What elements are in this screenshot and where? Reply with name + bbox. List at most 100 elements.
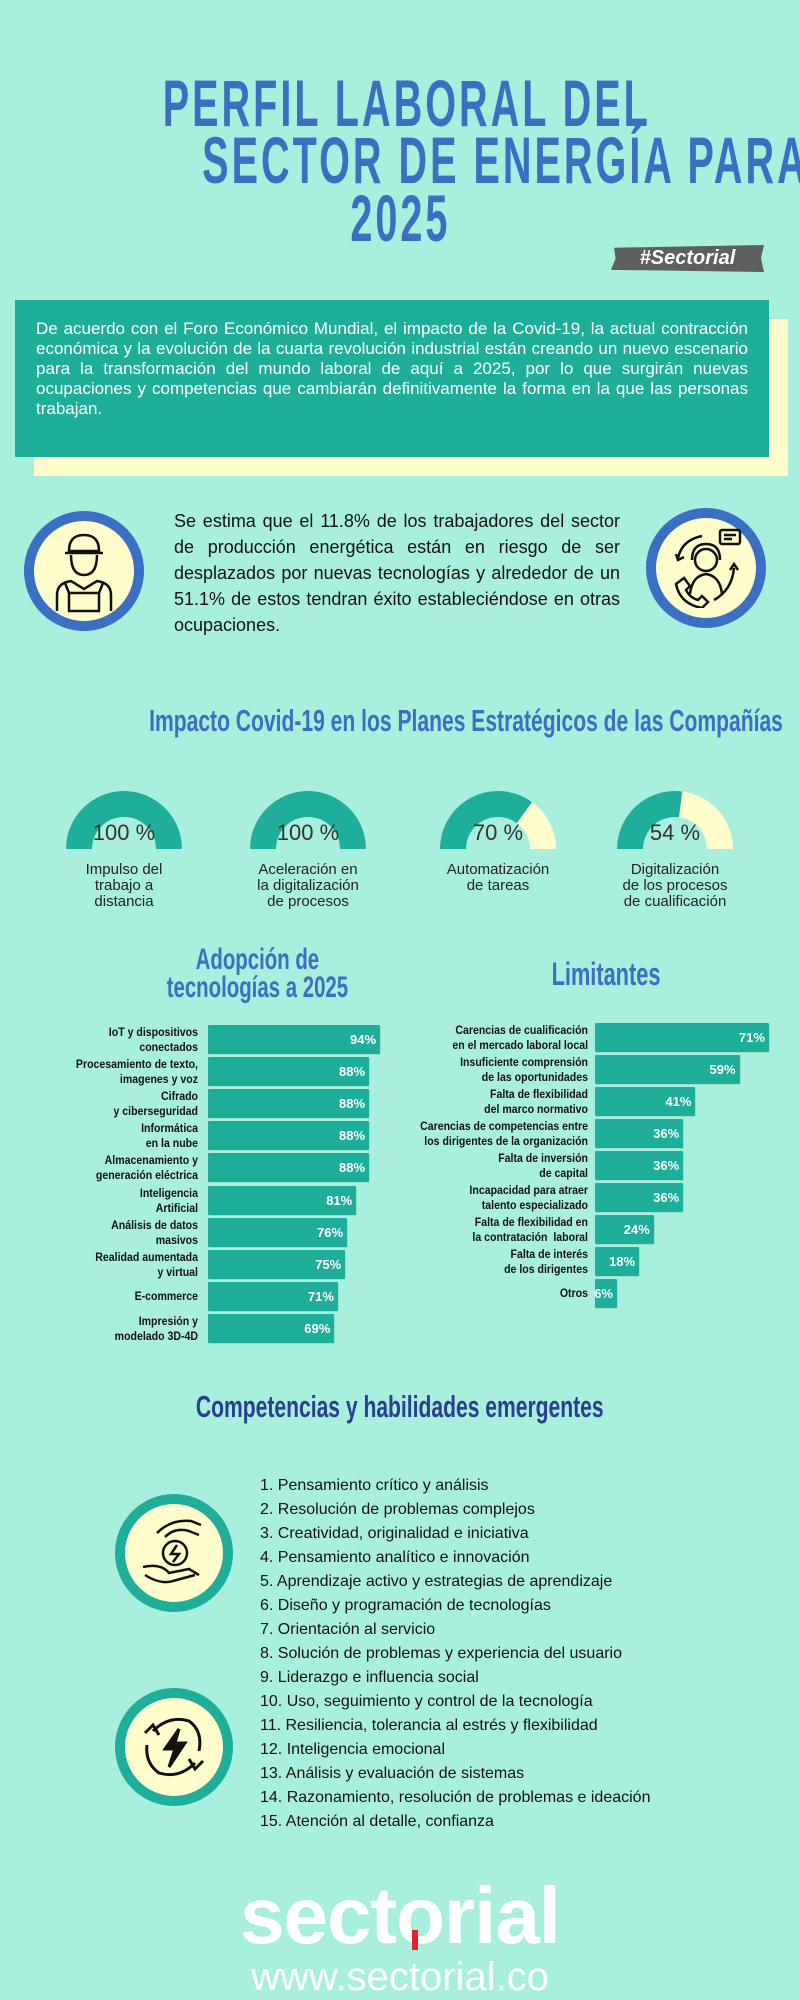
bar-value-label: 88%: [339, 1064, 366, 1080]
renewable-energy-icon: [143, 1717, 205, 1777]
gauge-fill: [250, 791, 366, 850]
gauge-value: 70 %: [472, 820, 524, 845]
page-title-line-3: 2025: [349, 181, 451, 255]
skill-item: 9. Liderazgo e influencia social: [260, 1669, 479, 1686]
bar-category-label: Otros: [559, 1286, 588, 1300]
bar: 6%: [594, 1279, 617, 1308]
bar: 18%: [595, 1247, 640, 1276]
bar: 71%: [208, 1281, 338, 1311]
gauge-arc: [440, 791, 556, 850]
gauge: 100 % Aceleración en la digitalización d…: [233, 790, 383, 910]
skills-list: 1. Pensamiento crítico y análisis 2. Reso…: [260, 1474, 650, 1834]
energy-hands-icon-circle: [115, 1494, 233, 1612]
gauge-label: Aceleración en la digitalización de proc…: [257, 861, 359, 910]
worker-icon: [55, 533, 113, 613]
skill-item: 3. Creatividad, originalidad e iniciativ…: [260, 1525, 529, 1542]
skill-item: 1. Pensamiento crítico y análisis: [260, 1477, 489, 1494]
page-title-line-1: PERFIL LABORAL DEL: [162, 66, 651, 140]
bar: 88%: [208, 1089, 370, 1119]
gauge-value: 100 %: [276, 820, 340, 845]
bar: 59%: [595, 1055, 740, 1084]
bar-value-label: 41%: [665, 1094, 692, 1109]
skill-item: 11. Resiliencia, tolerancia al estrés y …: [260, 1717, 598, 1734]
bar-value-label: 88%: [339, 1160, 366, 1176]
bar-category-label: Insuficiente comprensión de las oportuni…: [460, 1055, 588, 1084]
skill-item: 8. Solución de problemas y experiencia d…: [260, 1645, 622, 1662]
bar: 36%: [595, 1151, 684, 1180]
skill-item: 14. Razonamiento, resolución de problema…: [260, 1789, 651, 1806]
impact-heading: Impacto Covid-19 en los Planes Estratégi…: [149, 703, 783, 738]
gauge-fill: [66, 791, 182, 850]
bar-category-label: Falta de flexibilidad en la contratación…: [472, 1215, 588, 1244]
skill-item: 15. Atención al detalle, confianza: [260, 1813, 494, 1830]
logo-red-accent: [412, 1930, 418, 1950]
bar: 88%: [208, 1121, 370, 1151]
website-url[interactable]: www.sectorial.co: [251, 1955, 549, 1999]
renewable-energy-icon-circle: [115, 1688, 233, 1806]
bar-category-label: Informática en la nube: [141, 1121, 198, 1151]
bar-value-label: 24%: [623, 1222, 650, 1237]
bar: 69%: [208, 1313, 335, 1343]
skill-item: 6. Diseño y programación de tecnologías: [260, 1597, 551, 1614]
skill-item: 13. Análisis y evaluación de sistemas: [260, 1765, 525, 1782]
gauge: 70 % Automatización de tareas: [423, 790, 573, 894]
bar: 75%: [208, 1249, 346, 1279]
stat-text: Se estima que el 11.8% de los trabajador…: [174, 511, 620, 635]
call-center-agent-icon-circle: [646, 508, 766, 628]
skills-heading: Competencias y habilidades emergentes: [196, 1389, 604, 1424]
bar-value-label: 69%: [304, 1320, 331, 1336]
bar-category-label: Carencias de competencias entre los diri…: [420, 1119, 588, 1148]
bar: 88%: [208, 1153, 370, 1183]
bar: 24%: [595, 1215, 654, 1244]
page-title-line-2: SECTOR DE ENERGÍA PARA: [202, 123, 800, 197]
gauge-fill: [617, 791, 683, 850]
energy-in-hands-icon: [142, 1519, 202, 1584]
bar-category-label: Falta de inversión de capital: [498, 1151, 588, 1180]
intro-text: De acuerdo con el Foro Económico Mundial…: [15, 300, 769, 457]
bar-category-label: Falta de interés de los dirigentes: [504, 1247, 588, 1276]
skill-item: 4. Pensamiento analítico e innovación: [260, 1549, 530, 1566]
bar: 36%: [595, 1183, 684, 1212]
limitations-chart-title: Limitantes: [551, 956, 661, 992]
gauge-arc: [617, 791, 733, 850]
gauge: 54 % Digitalización de los procesos de c…: [600, 790, 750, 910]
bar: 81%: [208, 1185, 357, 1215]
bar-value-label: 88%: [339, 1128, 366, 1144]
gauge-label: Automatización de tareas: [446, 861, 550, 894]
gauge-label: Impulso del trabajo a distancia: [85, 861, 163, 910]
bar-value-label: 6%: [594, 1286, 613, 1301]
bar-category-label: E-commerce: [134, 1288, 198, 1303]
bar-category-label: Almacenamiento y generación eléctrica: [95, 1153, 198, 1183]
bar: 88%: [208, 1057, 370, 1087]
sectorial-logo: sectorial: [239, 1871, 561, 1960]
adoption-chart-title: Adopción de tecnologías a 2025: [166, 943, 348, 1004]
call-center-agent-icon: [674, 528, 742, 608]
bar: 71%: [595, 1023, 769, 1052]
bar: 94%: [208, 1025, 381, 1054]
bar-category-label: Cifrado y ciberseguridad: [113, 1089, 198, 1119]
bar-category-label: Inteligencia Artificial: [139, 1185, 198, 1215]
gauge-label: Digitalización de los procesos de cualif…: [622, 861, 728, 910]
worker-icon-circle: [24, 511, 144, 631]
bar-value-label: 36%: [653, 1190, 680, 1205]
bar-value-label: 94%: [349, 1032, 377, 1047]
skill-item: 5. Aprendizaje activo y estrategias de a…: [260, 1573, 613, 1590]
gauge-value: 100 %: [92, 820, 156, 845]
bar-value-label: 81%: [326, 1192, 353, 1208]
bar-value-label: 71%: [738, 1030, 765, 1045]
bar-value-label: 71%: [307, 1288, 334, 1304]
bar-category-label: Impresión y modelado 3D-4D: [114, 1313, 198, 1343]
bar: 41%: [595, 1087, 696, 1116]
gauge: 100 % Impulso del trabajo a distancia: [49, 790, 199, 910]
skill-item: 2. Resolución de problemas complejos: [260, 1501, 535, 1518]
bar-value-label: 88%: [339, 1096, 366, 1112]
skill-item: 12. Inteligencia emocional: [260, 1741, 446, 1758]
bar-category-label: Realidad aumentada y virtual: [95, 1249, 198, 1279]
bar-category-label: Falta de flexibilidad del marco normativ…: [484, 1087, 588, 1116]
skill-item: 10. Uso, seguimiento y control de la tec…: [260, 1693, 593, 1710]
bar-category-label: IoT y dispositivos conectados: [108, 1025, 198, 1054]
gauge-fill: [440, 791, 533, 850]
bar-value-label: 75%: [315, 1256, 342, 1272]
bar-value-label: 76%: [317, 1224, 344, 1240]
gauge-arc: [250, 791, 366, 850]
